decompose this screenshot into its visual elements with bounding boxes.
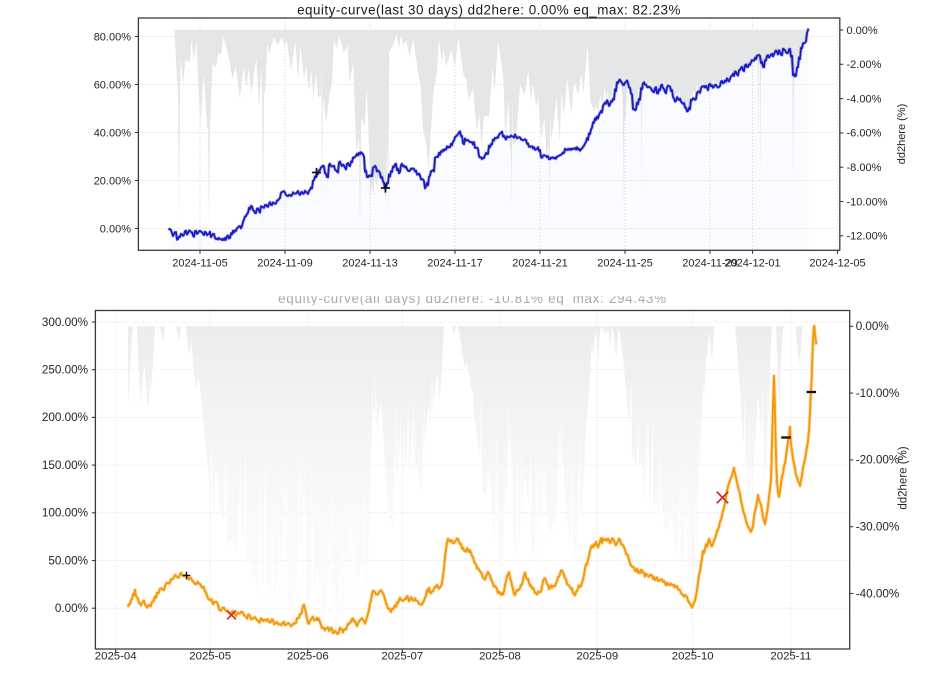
svg-text:2024-11-17: 2024-11-17 [427,258,482,270]
svg-text:0.00%: 0.00% [847,25,878,37]
svg-text:-8.00%: -8.00% [847,162,882,174]
svg-text:20.00%: 20.00% [94,175,132,187]
svg-text:0.00%: 0.00% [55,602,88,615]
svg-text:250.00%: 250.00% [42,364,88,377]
svg-text:2024-11-05: 2024-11-05 [172,258,227,270]
svg-text:-12.00%: -12.00% [847,231,888,243]
svg-text:2024-11-25: 2024-11-25 [597,258,652,270]
svg-text:2025-09: 2025-09 [576,651,618,663]
svg-text:2024-11-13: 2024-11-13 [342,258,397,270]
svg-text:2024-11-09: 2024-11-09 [257,258,312,270]
svg-text:40.00%: 40.00% [94,127,132,139]
svg-text:2024-11-21: 2024-11-21 [512,258,567,270]
svg-text:200.00%: 200.00% [42,411,88,424]
svg-text:2025-06: 2025-06 [287,651,329,663]
svg-text:60.00%: 60.00% [94,79,132,91]
svg-text:equity-curve(all days) dd2here: equity-curve(all days) dd2here: -10.81% … [278,291,667,306]
svg-text:0.00%: 0.00% [100,223,131,235]
svg-text:2025-07: 2025-07 [381,651,423,663]
svg-text:dd2here (%): dd2here (%) [896,104,908,165]
svg-text:2025-04: 2025-04 [95,651,137,663]
svg-text:-2.00%: -2.00% [847,59,882,71]
svg-text:50.00%: 50.00% [48,554,88,567]
svg-text:150.00%: 150.00% [42,459,88,472]
svg-text:2025-08: 2025-08 [479,651,521,663]
svg-text:0.00%: 0.00% [856,320,889,333]
svg-text:-30.00%: -30.00% [856,521,900,534]
svg-text:300.00%: 300.00% [42,316,88,329]
svg-text:-10.00%: -10.00% [847,196,888,208]
svg-text:100.00%: 100.00% [42,507,88,520]
svg-text:-10.00%: -10.00% [856,387,900,400]
svg-text:2024-11-29: 2024-11-29 [682,258,737,270]
svg-text:-40.00%: -40.00% [856,587,900,600]
svg-text:2025-10: 2025-10 [672,651,714,663]
svg-text:equity-curve(last 30 days) dd2: equity-curve(last 30 days) dd2here: 0.00… [297,3,681,18]
svg-text:dd2here (%): dd2here (%) [898,446,910,509]
svg-text:-6.00%: -6.00% [847,128,882,140]
svg-text:-20.00%: -20.00% [856,454,900,467]
svg-text:2024-12-01: 2024-12-01 [724,258,780,270]
svg-text:2025-05: 2025-05 [189,651,231,663]
svg-text:-4.00%: -4.00% [847,93,882,105]
svg-text:2024-12-05: 2024-12-05 [809,258,865,270]
svg-text:80.00%: 80.00% [94,31,132,43]
svg-text:2025-11: 2025-11 [770,651,811,663]
